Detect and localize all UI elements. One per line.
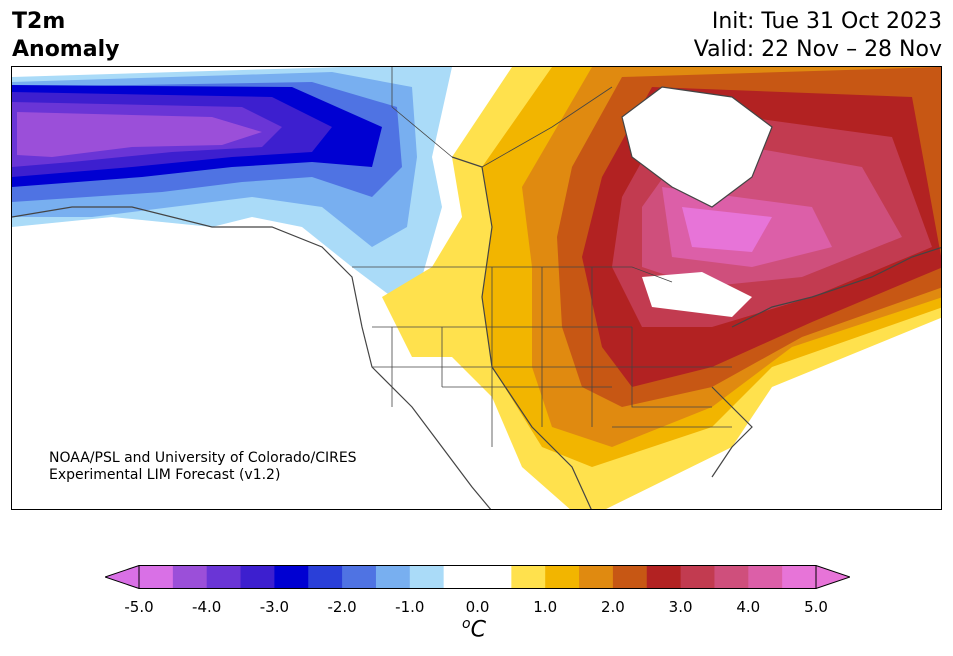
colorbar-tick-label: -3.0	[259, 598, 290, 616]
anomaly-map	[11, 66, 942, 510]
colorbar-segment	[443, 565, 478, 589]
unit-superscript: o	[462, 616, 471, 632]
colorbar-segment	[579, 565, 614, 589]
colorbar-under-triangle	[103, 564, 140, 590]
title-line-1: T2m	[12, 9, 66, 34]
data-credit: NOAA/PSL and University of Colorado/CIRE…	[49, 450, 357, 484]
colorbar-segment	[511, 565, 546, 589]
unit-letter: C	[470, 617, 486, 643]
colorbar-scale	[103, 564, 852, 590]
colorbar-tick-label: -1.0	[395, 598, 425, 616]
colorbar-segment	[240, 565, 275, 589]
title-line-2: Anomaly	[12, 37, 120, 62]
colorbar-segment	[748, 565, 783, 589]
colorbar-segment	[680, 565, 715, 589]
political-borders	[352, 67, 732, 447]
colorbar-tick-label: -5.0	[124, 598, 154, 616]
colorbar-tick-label: 0.0	[465, 598, 490, 616]
colorbar-segment	[714, 565, 749, 589]
colorbar	[103, 564, 852, 593]
coastlines	[12, 86, 941, 509]
colorbar-segment	[139, 565, 174, 589]
map-canvas	[12, 67, 941, 509]
colorbar-tick-label: 1.0	[533, 598, 558, 616]
init-date: Init: Tue 31 Oct 2023	[711, 9, 942, 34]
cold-anomaly-region	[17, 112, 262, 157]
colorbar-tick-label: -2.0	[327, 598, 357, 616]
colorbar-tick-label: 4.0	[736, 598, 761, 616]
credit-line-2: Experimental LIM Forecast (v1.2)	[49, 467, 281, 483]
credit-line-1: NOAA/PSL and University of Colorado/CIRE…	[49, 450, 357, 466]
colorbar-tick-label: 5.0	[804, 598, 828, 616]
colorbar-segment	[342, 565, 377, 589]
colorbar-segment	[274, 565, 309, 589]
great-lakes	[642, 272, 752, 317]
colorbar-ticks: -5.0 -4.0 -3.0 -2.0 -1.0 0.0 1.0 2.0 3.0 4.0 5.0	[0, 598, 953, 618]
colorbar-segment	[409, 565, 445, 589]
warm-anomaly-region	[682, 207, 772, 252]
forecast-dates: Init: Tue 31 Oct 2023 Valid: 22 Nov – 28…	[694, 8, 942, 64]
colorbar-tick-label: 2.0	[600, 598, 625, 616]
colorbar-tick-label: -4.0	[192, 598, 222, 616]
colorbar-segment	[646, 565, 682, 589]
colorbar-segment	[782, 565, 817, 589]
colorbar-segment	[206, 565, 242, 589]
colorbar-segment	[308, 565, 343, 589]
colorbar-tick-label: 3.0	[668, 598, 693, 616]
colorbar-segment	[612, 565, 648, 589]
colorbar-over-triangle	[815, 564, 852, 590]
colorbar-segment	[172, 565, 208, 589]
colorbar-segment	[545, 565, 580, 589]
colorbar-unit: oC	[462, 616, 486, 642]
colorbar-segment	[477, 565, 512, 589]
valid-date: Valid: 22 Nov – 28 Nov	[693, 37, 942, 62]
colorbar-border	[138, 565, 817, 589]
colorbar-segment	[375, 565, 411, 589]
map-title: T2m Anomaly	[12, 8, 119, 64]
